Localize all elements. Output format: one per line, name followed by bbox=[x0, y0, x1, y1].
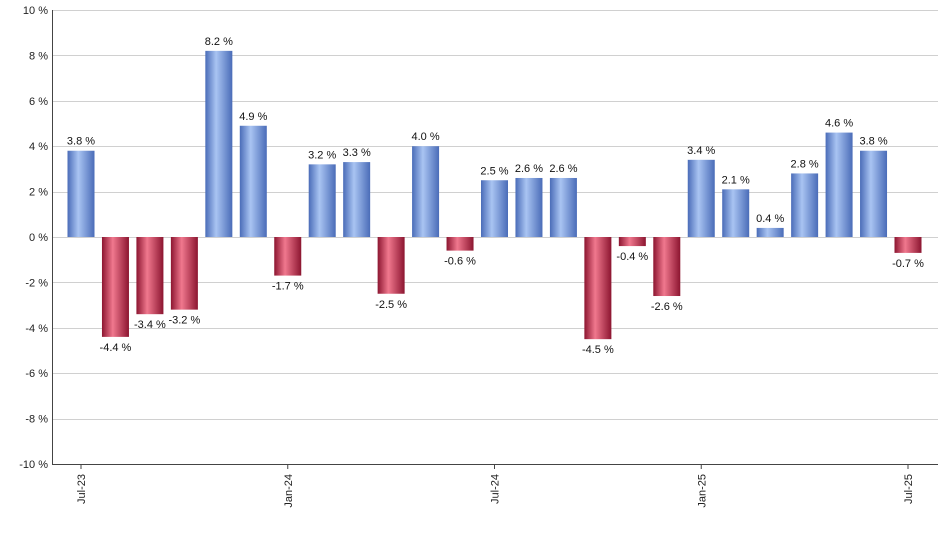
bar-Dec-23 bbox=[239, 125, 267, 237]
y-tick-label-3: 4 % bbox=[29, 141, 48, 153]
bar-Feb-25 bbox=[722, 189, 750, 237]
axes bbox=[52, 10, 938, 469]
data-label-Mar-25: 0.4 % bbox=[756, 213, 784, 225]
data-label-Oct-23: -3.2 % bbox=[168, 315, 200, 327]
y-tick-label-6: -2 % bbox=[25, 277, 48, 289]
bar-Jun-24 bbox=[446, 237, 474, 251]
data-label-Sep-23: -3.4 % bbox=[134, 319, 166, 331]
bar-Aug-23 bbox=[101, 237, 129, 337]
bar-Feb-24 bbox=[308, 164, 336, 237]
data-label-Aug-24: 2.6 % bbox=[515, 163, 543, 175]
y-tick-label-7: -4 % bbox=[25, 323, 48, 335]
y-tick-label-0: 10 % bbox=[23, 5, 48, 17]
bar-Oct-24 bbox=[584, 237, 612, 340]
data-label-Dec-23: 4.9 % bbox=[239, 111, 267, 123]
data-label-Dec-24: -2.6 % bbox=[651, 301, 683, 313]
data-label-Aug-23: -4.4 % bbox=[100, 342, 132, 354]
bar-Mar-24 bbox=[343, 162, 371, 237]
bar-Nov-24 bbox=[618, 237, 646, 247]
data-labels: 3.8 % -4.4 %-3.4 % -3.2 % 8.2 % 4.9 % -1.7 % 3… bbox=[67, 36, 924, 356]
bar-Jan-24 bbox=[274, 237, 302, 276]
bar-Jul-23 bbox=[67, 150, 95, 237]
data-label-Feb-25: 2.1 % bbox=[722, 174, 750, 186]
y-tick-label-10: -10 % bbox=[19, 459, 48, 471]
bar-Apr-25 bbox=[791, 173, 819, 237]
bar-Oct-23 bbox=[170, 237, 198, 310]
data-label-Jun-25: 3.8 % bbox=[859, 136, 887, 148]
y-tick-label-4: 2 % bbox=[29, 187, 48, 199]
x-tick-labels: Jul-23 Jan-24 Jul-24 Jan-25 Jul-25 bbox=[76, 474, 915, 508]
data-label-Sep-24: 2.6 % bbox=[549, 163, 577, 175]
x-tick-label-1: Jan-24 bbox=[283, 474, 295, 508]
data-label-Jan-24: -1.7 % bbox=[272, 281, 304, 293]
data-label-Apr-25: 2.8 % bbox=[791, 158, 819, 170]
data-label-Nov-24: -0.4 % bbox=[616, 251, 648, 263]
bar-Jan-25 bbox=[687, 159, 715, 237]
y-tick-label-8: -6 % bbox=[25, 368, 48, 380]
x-tick-label-0: Jul-23 bbox=[76, 474, 88, 504]
bar-Sep-24 bbox=[549, 177, 577, 237]
bar-Jun-25 bbox=[860, 150, 888, 237]
data-label-Feb-24: 3.2 % bbox=[308, 149, 336, 161]
y-tick-label-9: -8 % bbox=[25, 414, 48, 426]
bar-Apr-24 bbox=[377, 237, 405, 294]
data-label-Jun-24: -0.6 % bbox=[444, 256, 476, 268]
y-tick-label-2: 6 % bbox=[29, 96, 48, 108]
data-label-Jul-24: 2.5 % bbox=[480, 165, 508, 177]
y-tick-label-5: 0 % bbox=[29, 232, 48, 244]
bar-Jul-25 bbox=[894, 237, 922, 253]
data-label-May-24: 4.0 % bbox=[412, 131, 440, 143]
data-label-Mar-24: 3.3 % bbox=[343, 147, 371, 159]
bar-Dec-24 bbox=[653, 237, 681, 297]
bar-Aug-24 bbox=[515, 177, 543, 237]
data-label-May-25: 4.6 % bbox=[825, 118, 853, 130]
bar-May-24 bbox=[412, 146, 440, 237]
x-tick-label-4: Jul-25 bbox=[903, 474, 915, 504]
bars bbox=[67, 50, 922, 340]
data-label-Oct-24: -4.5 % bbox=[582, 344, 614, 356]
data-label-Jul-25: -0.7 % bbox=[892, 258, 924, 270]
data-label-Apr-24: -2.5 % bbox=[375, 299, 407, 311]
data-label-Jan-25: 3.4 % bbox=[687, 145, 715, 157]
bar-Mar-25 bbox=[756, 227, 784, 237]
x-tick-label-2: Jul-24 bbox=[490, 474, 502, 504]
bar-Nov-23 bbox=[205, 50, 233, 237]
bar-Sep-23 bbox=[136, 237, 164, 315]
data-label-Jul-23: 3.8 % bbox=[67, 136, 95, 148]
bar-May-25 bbox=[825, 132, 853, 237]
x-tick-label-3: Jan-25 bbox=[696, 474, 708, 508]
data-label-Nov-23: 8.2 % bbox=[205, 36, 233, 48]
y-tick-label-1: 8 % bbox=[29, 50, 48, 62]
y-tick-labels: 10 % 8 % 6 % 4 % 2 % 0 % -2 % -4 % -6 % -8 % -10 % bbox=[19, 5, 48, 471]
bar-Jul-24 bbox=[481, 180, 508, 237]
